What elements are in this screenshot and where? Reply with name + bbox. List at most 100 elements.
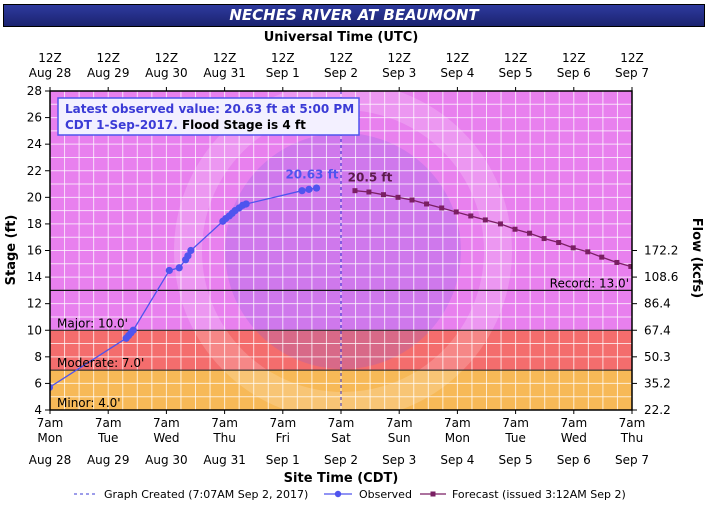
- forecast-point: [482, 217, 488, 223]
- bottom-tick-weekday: Mon: [37, 431, 62, 445]
- y-tick-label: 26: [27, 111, 42, 125]
- latest-observed-line2: CDT 1-Sep-2017. Flood Stage is 4 ft: [65, 118, 306, 132]
- bottom-tick-date: Sep 5: [499, 453, 533, 467]
- latest-observed-line1: Latest observed value: 20.63 ft at 5:00 …: [65, 102, 354, 116]
- flow-tick-label: 172.2: [644, 244, 678, 258]
- forecast-point: [497, 221, 503, 227]
- forecast-line: [354, 190, 632, 268]
- flow-tick-label: 86.4: [644, 297, 671, 311]
- bottom-tick-weekday: Mon: [445, 431, 470, 445]
- y-tick-label: 20: [27, 190, 42, 204]
- top-tick-time: 12Z: [387, 51, 411, 65]
- y-tick-label: 14: [27, 270, 42, 284]
- chart-title: NECHES RIVER AT BEAUMONT: [3, 4, 705, 27]
- latest-observed-date: CDT 1-Sep-2017.: [65, 118, 182, 132]
- y-tick-label: 16: [27, 244, 42, 258]
- top-tick-date: Aug 31: [203, 66, 246, 80]
- bottom-tick-weekday: Tue: [504, 431, 526, 445]
- chart-svg: 4 6 8 10 12 14 16 18 20 22 24 26 28 22.2 35.2 50.3 67.4 8…: [4, 30, 704, 501]
- y-tick-label: 18: [27, 217, 42, 231]
- bottom-tick-weekday: Sun: [388, 431, 411, 445]
- top-tick-time: 12Z: [329, 51, 353, 65]
- bottom-tick-time: 7am: [153, 416, 180, 430]
- y-tick-label: 22: [27, 164, 42, 178]
- forecast-point: [628, 263, 632, 269]
- observed-peak-label: 20.63 ft: [285, 168, 338, 182]
- y-tick-label: 24: [27, 137, 42, 151]
- forecast-point: [409, 197, 415, 203]
- top-tick-date: Aug 29: [87, 66, 130, 80]
- legend-forecast-label: Forecast (issued 3:12AM Sep 2): [452, 488, 626, 501]
- observed-point: [187, 246, 195, 255]
- observed-point: [50, 383, 54, 391]
- y-tick-label: 10: [27, 323, 42, 337]
- forecast-point: [556, 240, 562, 246]
- top-tick-time: 12Z: [213, 51, 237, 65]
- y-tick-label: 6: [34, 376, 42, 390]
- forecast-point: [541, 236, 547, 242]
- forecast-point: [614, 259, 620, 265]
- flow-tick-label: 22.2: [644, 403, 671, 417]
- bottom-axis-title: Site Time (CDT): [284, 471, 399, 486]
- bottom-tick-time: 7am: [502, 416, 529, 430]
- top-tick-date: Sep 1: [266, 66, 300, 80]
- legend-observed-label: Observed: [359, 488, 412, 501]
- forecast-point: [570, 245, 576, 251]
- forecast-point: [366, 189, 372, 195]
- observed-point: [305, 185, 313, 193]
- top-tick-date: Sep 3: [382, 66, 416, 80]
- observed-point: [298, 187, 306, 195]
- forecast-point: [395, 194, 401, 200]
- bottom-tick-weekday: Wed: [153, 431, 179, 445]
- bottom-tick-time: 7am: [560, 416, 587, 430]
- bottom-tick-time: 7am: [386, 416, 413, 430]
- record-label: Record: 13.0': [550, 276, 629, 290]
- bottom-tick-weekday: Thu: [620, 431, 644, 445]
- top-tick-date: Sep 7: [615, 66, 649, 80]
- bottom-tick-date: Sep 4: [440, 453, 474, 467]
- top-tick-time: 12Z: [271, 51, 295, 65]
- observed-point: [242, 200, 250, 208]
- bottom-tick-date: Aug 28: [29, 453, 72, 467]
- legend-observed-marker: [334, 490, 342, 498]
- bottom-tick-time: 7am: [37, 416, 64, 430]
- observed-point: [175, 264, 183, 272]
- bottom-tick-time: 7am: [619, 416, 646, 430]
- observed-point: [312, 184, 321, 192]
- bottom-tick-weekday: Fri: [276, 431, 290, 445]
- bottom-tick-date: Sep 2: [324, 453, 358, 467]
- flow-tick-label: 67.4: [644, 323, 671, 337]
- top-tick-time: 12Z: [620, 51, 644, 65]
- bottom-tick-time: 7am: [444, 416, 471, 430]
- forecast-point: [380, 192, 386, 198]
- bottom-tick-time: 7am: [269, 416, 296, 430]
- top-tick-time: 12Z: [38, 51, 62, 65]
- flow-tick-label: 35.2: [644, 376, 671, 390]
- forecast-point: [585, 249, 591, 255]
- top-axis-title: Universal Time (UTC): [264, 30, 419, 45]
- flow-tick-label: 108.6: [644, 270, 678, 284]
- bottom-tick-date: Sep 1: [266, 453, 300, 467]
- y-axis-title: Stage (ft): [4, 215, 19, 286]
- forecast-point: [439, 205, 445, 211]
- bottom-tick-date: Aug 29: [87, 453, 130, 467]
- latest-observed-box: [57, 97, 360, 136]
- bottom-tick-date: Sep 7: [615, 453, 649, 467]
- bottom-tick-weekday: Wed: [561, 431, 587, 445]
- observed-point: [165, 266, 173, 275]
- top-tick-date: Sep 6: [557, 66, 591, 80]
- bottom-tick-date: Sep 6: [557, 453, 591, 467]
- bottom-tick-weekday: Tue: [97, 431, 119, 445]
- top-tick-date: Aug 30: [145, 66, 188, 80]
- legend-forecast-marker: [430, 491, 436, 497]
- bottom-tick-weekday: Thu: [212, 431, 236, 445]
- forecast-peak-label: 20.5 ft: [348, 170, 393, 184]
- forecast-point: [527, 230, 533, 236]
- y-tick-label: 28: [27, 84, 42, 98]
- y-tick-label: 4: [34, 403, 42, 417]
- forecast-point: [352, 188, 358, 194]
- bottom-tick-date: Sep 3: [382, 453, 416, 467]
- forecast-point: [599, 254, 605, 260]
- top-tick-time: 12Z: [446, 51, 470, 65]
